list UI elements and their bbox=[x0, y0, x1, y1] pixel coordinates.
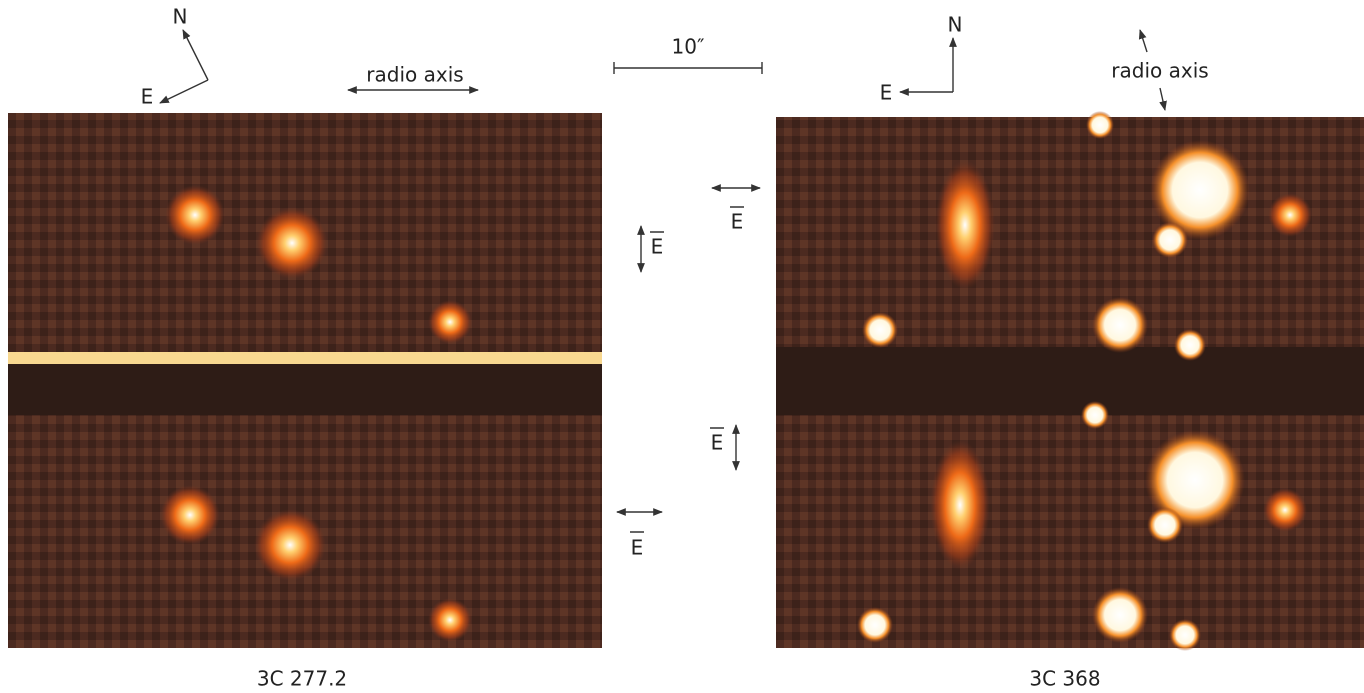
north-label: N bbox=[948, 13, 963, 37]
image-left bbox=[8, 113, 602, 648]
radio-axis-label: radio axis bbox=[366, 63, 463, 87]
e-vector-label: E bbox=[711, 431, 724, 455]
panel-label: 3C 277.2 bbox=[257, 667, 347, 691]
e-vector-label: E bbox=[731, 210, 744, 234]
image-right bbox=[776, 111, 1364, 651]
radio-axis-label: radio axis bbox=[1111, 59, 1208, 83]
east-label: E bbox=[880, 81, 893, 105]
e-vector-label: E bbox=[651, 235, 664, 259]
e-vector-label: E bbox=[631, 536, 644, 560]
east-label: E bbox=[141, 85, 154, 109]
north-label: N bbox=[173, 5, 188, 29]
panel-label: 3C 368 bbox=[1029, 667, 1100, 691]
annotations bbox=[159, 29, 1167, 533]
scale-bar-label: 10″ bbox=[672, 35, 705, 59]
